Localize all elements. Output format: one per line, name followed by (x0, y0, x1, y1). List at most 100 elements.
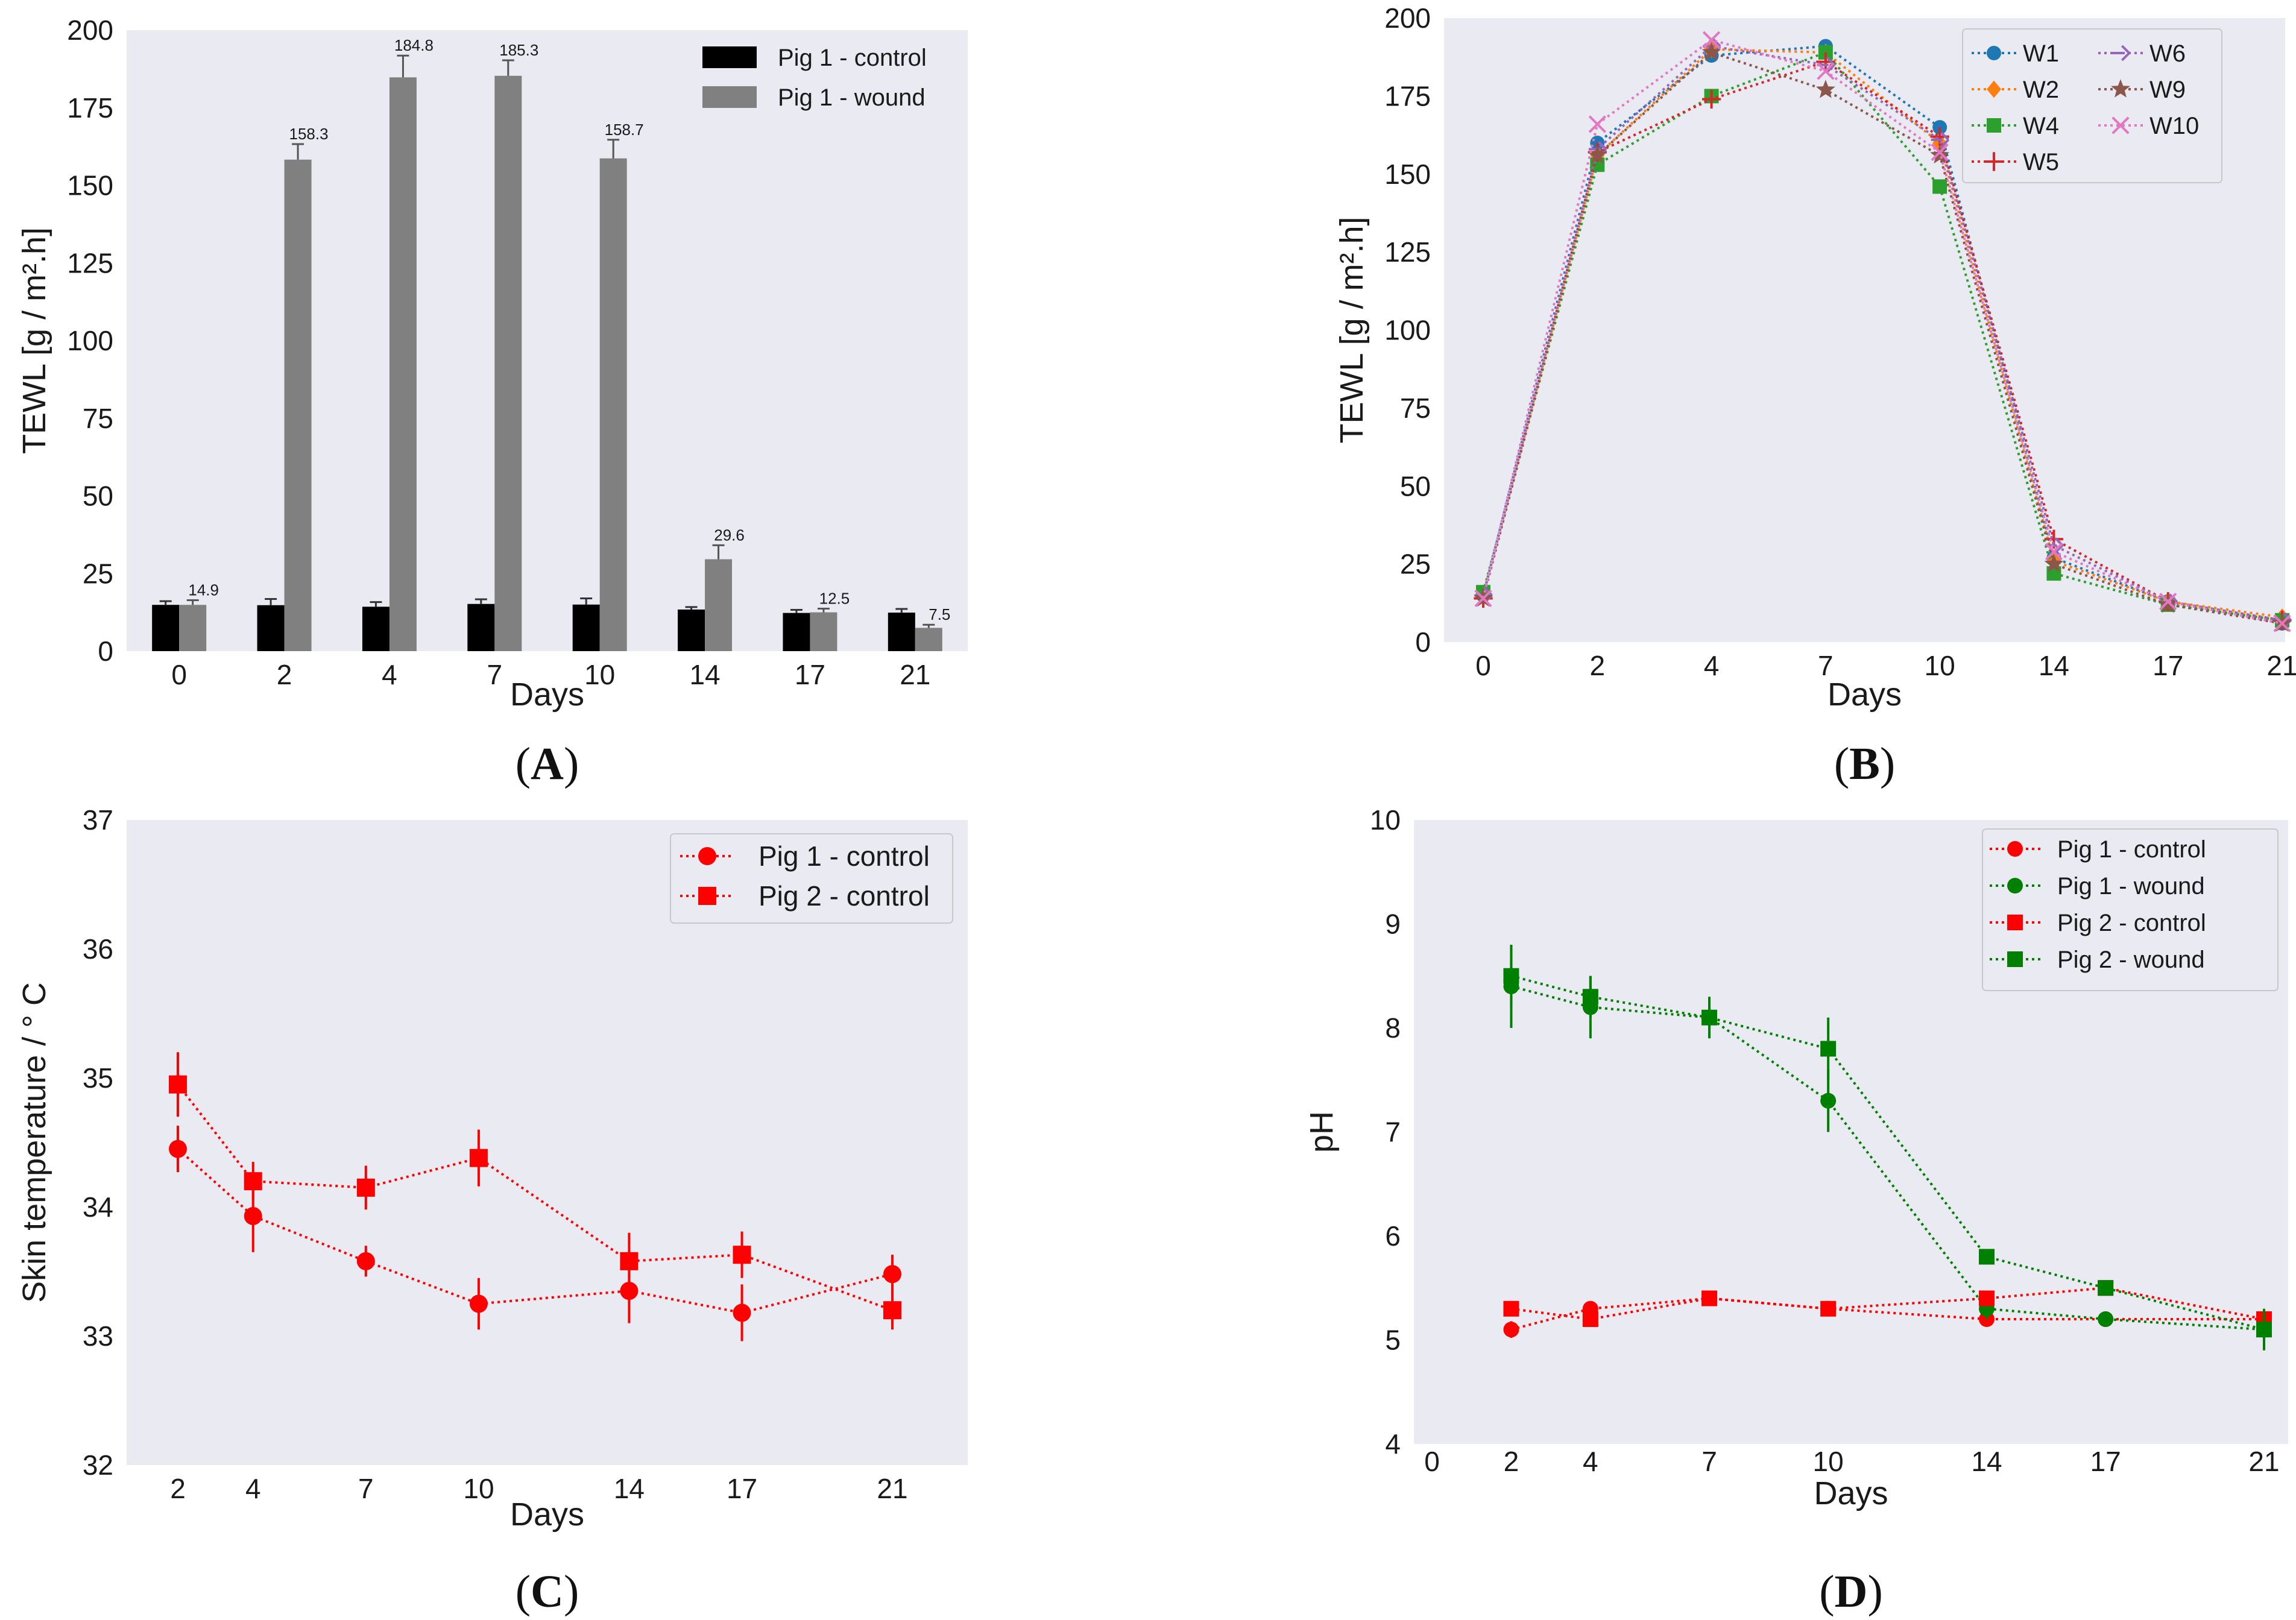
series-line (1482, 39, 2283, 625)
legend-label: Pig 1 - control (758, 840, 930, 872)
data-point (2045, 543, 2063, 561)
legend-marker (2007, 951, 2023, 967)
bar (678, 609, 705, 651)
legend-swatch (702, 46, 757, 68)
data-point (1979, 1290, 1995, 1306)
series (169, 1052, 901, 1341)
y-axis-label: TEWL [g / m².h] (1334, 216, 1370, 443)
legend-label: W2 (2023, 77, 2059, 103)
data-point (2098, 1280, 2114, 1296)
data-point (169, 1075, 187, 1094)
x-axis-label: Days (1814, 1475, 1888, 1511)
legend-marker (698, 847, 716, 865)
legend-label: W10 (2149, 113, 2199, 139)
data-point (1931, 143, 1949, 162)
legend-label: Pig 2 - control (758, 880, 930, 912)
legend-frame (1982, 828, 2279, 991)
y-tick-label: 6 (1385, 1220, 1401, 1252)
legend-frame (1962, 28, 2222, 183)
bar (810, 612, 837, 651)
data-point (620, 1282, 639, 1300)
series (1503, 945, 2272, 1351)
legend-label: Pig 1 - wound (2057, 873, 2205, 900)
data-label: 12.5 (819, 589, 850, 607)
x-tick-label: 17 (2152, 650, 2183, 681)
x-tick-label: 7 (1818, 650, 1834, 681)
legend-marker (1987, 80, 2001, 98)
data-point (733, 1246, 751, 1264)
y-tick-label: 125 (67, 247, 113, 279)
legend-label: Pig 1 - control (2057, 836, 2206, 863)
data-point (1582, 989, 1598, 1005)
data-point (1582, 1311, 1598, 1327)
bar (467, 604, 495, 651)
data-point (1503, 1300, 1519, 1317)
legend: W1 W2 W4 W5 W6 W9 W10 (1962, 28, 2222, 183)
data-point (2273, 614, 2291, 632)
y-axis: 32 33 34 35 36 37 Skin temperature / ° C (16, 804, 113, 1481)
y-axis-label: Skin temperature / ° C (16, 982, 52, 1303)
y-tick-label: 75 (83, 403, 113, 434)
data-point (2256, 1322, 2272, 1338)
bar (257, 605, 285, 651)
y-tick-label: 7 (1385, 1117, 1401, 1148)
data-label: 158.3 (289, 125, 329, 143)
x-tick-label: 7 (1702, 1446, 1717, 1477)
y-tick-label: 5 (1385, 1325, 1401, 1356)
x-tick-label: 2 (1589, 650, 1605, 681)
y-axis: 4 5 6 7 8 9 10 pH (1304, 804, 1401, 1460)
x-tick-label: 0 (1475, 650, 1491, 681)
x-tick-label: 17 (795, 659, 825, 690)
bar (572, 604, 600, 651)
series-line (1482, 51, 2283, 625)
data-label: 185.3 (499, 41, 538, 59)
data-point (356, 1252, 375, 1270)
plot-background (127, 30, 968, 651)
x-tick-label: 7 (487, 659, 503, 690)
y-tick-label: 200 (67, 14, 113, 46)
bar (494, 75, 522, 651)
y-tick-label: 36 (83, 933, 113, 965)
legend-marker (698, 887, 716, 905)
panel-label: (A) (516, 739, 579, 789)
legend-label: Pig 1 - control (778, 45, 927, 71)
legend: Pig 1 - control Pig 2 - control (670, 833, 953, 924)
legend-marker (1984, 152, 2004, 171)
data-point (1702, 42, 1721, 61)
x-tick-label: 4 (382, 659, 397, 690)
data-point (1474, 589, 1492, 608)
panel-d: 4 5 6 7 8 9 10 pH Days (D) 0 2 4 7 10 14 17 21 Pig 1 - con… (1304, 804, 2288, 1617)
x-tick-label: 2 (170, 1473, 186, 1504)
data-point (1931, 131, 1949, 148)
data-label: 184.8 (394, 36, 434, 54)
x-tick-label: 14 (1971, 1446, 2002, 1477)
y-tick-label: 150 (1384, 159, 1431, 190)
data-point (1503, 968, 1519, 984)
bar (179, 605, 207, 651)
y-tick-label: 10 (1370, 804, 1401, 836)
y-tick-label: 25 (1400, 549, 1431, 580)
data-point (883, 1301, 901, 1320)
x-axis: 0 2 4 7 10 14 17 21 (1424, 1446, 2279, 1477)
data-label: 14.9 (188, 581, 219, 599)
x-tick-label: 2 (1504, 1446, 1519, 1477)
y-tick-label: 50 (1400, 470, 1431, 502)
series-line (1482, 51, 2283, 622)
y-tick-label: 4 (1385, 1428, 1401, 1460)
y-tick-label: 34 (83, 1191, 113, 1223)
x-axis-label: Days (510, 1496, 584, 1533)
y-tick-label: 175 (67, 92, 113, 124)
series-pig-2-wound (1503, 945, 2272, 1351)
x-tick-label: 21 (2266, 650, 2296, 681)
legend-marker (2007, 841, 2023, 857)
panel-label: (B) (1834, 739, 1895, 789)
x-tick-label: 0 (1424, 1446, 1440, 1477)
series-line (1482, 48, 2283, 619)
data-point (1930, 145, 1950, 164)
data-point (2098, 1311, 2114, 1327)
series-w10 (1474, 31, 2291, 632)
x-tick-label: 10 (584, 659, 615, 690)
data-point (169, 1139, 187, 1158)
data-point (1820, 1300, 1837, 1317)
